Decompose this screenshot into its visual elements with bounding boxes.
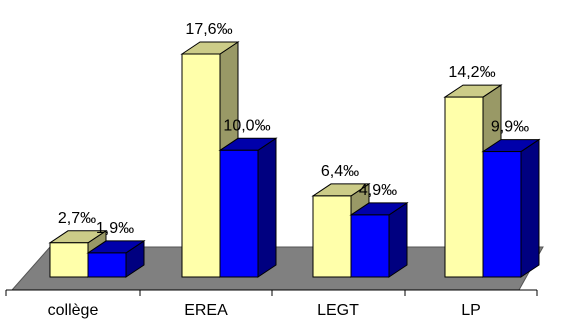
bar-front-2-0 — [312, 195, 352, 278]
data-label-0-0: 2,7‰ — [58, 210, 96, 227]
data-label-2-1: 4,9‰ — [359, 182, 397, 199]
data-label-2-0: 6,4‰ — [321, 163, 359, 180]
bar-side-2-1 — [388, 201, 408, 278]
bar-0-1 — [86, 239, 146, 278]
bar-side-1-1 — [257, 137, 277, 278]
bar-front-3-1 — [482, 151, 522, 278]
x-ticks-group — [5, 290, 538, 296]
category-label-3: LP — [461, 302, 481, 319]
data-label-0-1: 1,9‰ — [96, 220, 134, 237]
bar-front-0-0 — [49, 242, 89, 278]
category-label-0: collège — [48, 302, 99, 319]
bar-front-2-1 — [350, 214, 390, 278]
data-label-1-1: 10,0‰ — [223, 117, 270, 134]
data-label-3-0: 14,2‰ — [448, 64, 495, 81]
category-labels-group: collège EREA LEGT LP — [48, 302, 481, 319]
bar-front-0-1 — [87, 252, 127, 278]
data-label-3-1: 9,9‰ — [491, 119, 529, 136]
bar-2-1 — [349, 201, 409, 278]
data-label-1-0: 17,6‰ — [185, 21, 232, 38]
bar-side-3-1 — [520, 138, 540, 278]
bar-front-3-0 — [444, 96, 484, 278]
bar-front-1-0 — [181, 53, 221, 278]
bar-1-1 — [218, 137, 278, 278]
category-label-2: LEGT — [317, 302, 359, 319]
data-labels-group: 2,7‰1,9‰ 17,6‰ 10,0‰ 6,4‰4,9‰ 14,2‰ 9,9‰ — [58, 21, 529, 237]
bar-front-1-1 — [219, 149, 259, 278]
bar-3-1 — [481, 138, 541, 278]
category-label-1: EREA — [184, 302, 228, 319]
bars-group — [48, 41, 541, 278]
